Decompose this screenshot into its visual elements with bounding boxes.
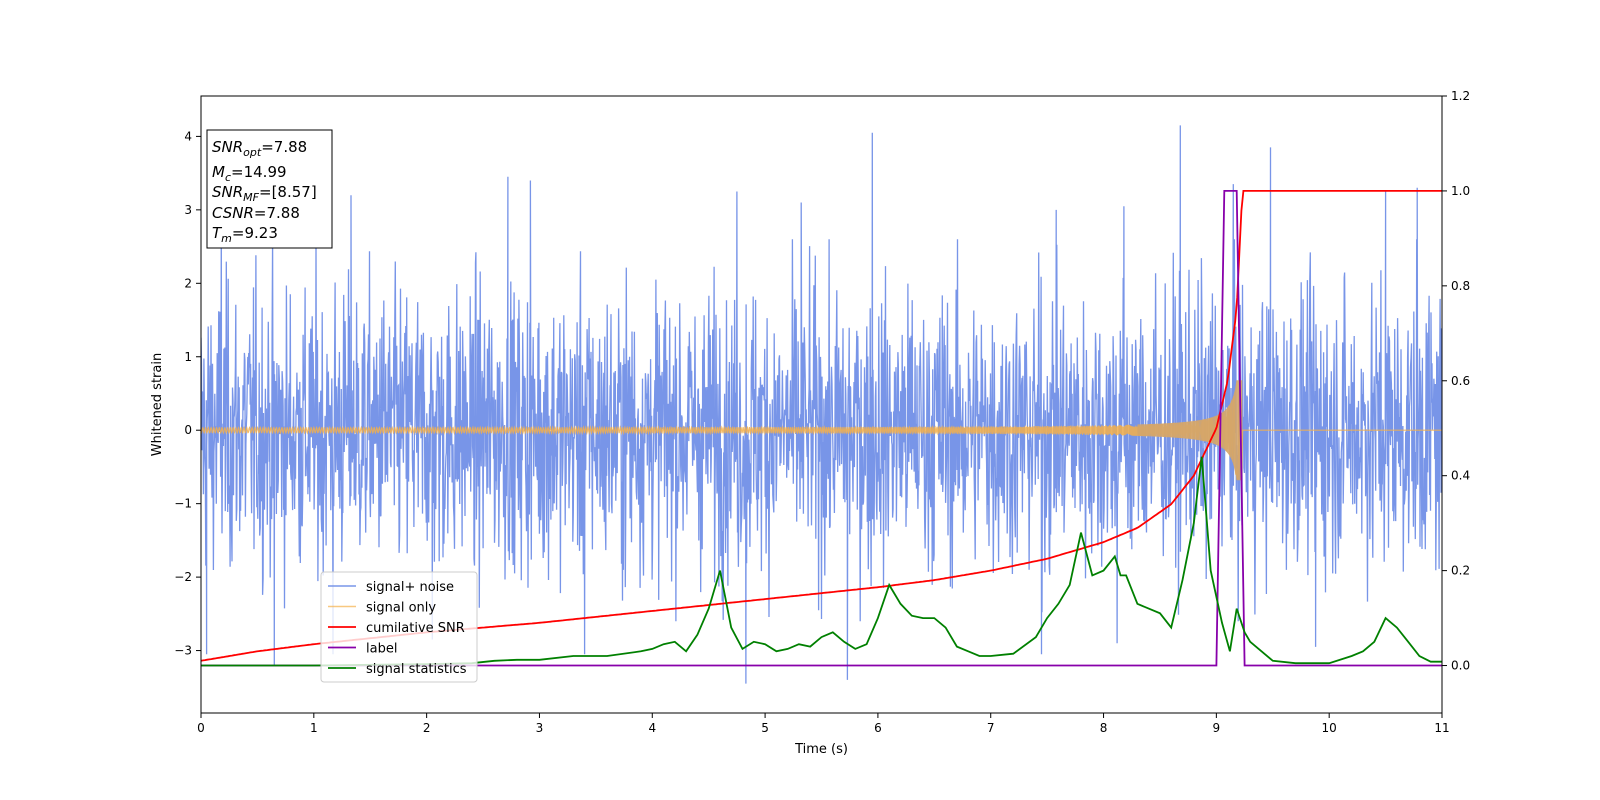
x-tick-label: 4 [648, 721, 656, 735]
series-signal-only [201, 380, 1442, 481]
x-tick-label: 6 [874, 721, 882, 735]
series-label [201, 190, 1442, 667]
label-line [201, 190, 1442, 667]
info-csnr: CSNR=7.88 [212, 204, 300, 222]
legend-frame [320, 571, 478, 683]
y-tick-label: −2 [174, 570, 192, 584]
x-tick-label: 3 [536, 721, 544, 735]
x-axis: 0 1 2 3 4 5 6 7 8 9 10 11 [197, 713, 1450, 735]
signal-only-band [1137, 380, 1243, 481]
y-tick-label: 3 [184, 203, 192, 217]
y-axis-right: 0.0 0.2 0.4 0.6 0.8 1.0 1.2 [1442, 89, 1470, 673]
x-tick-label: 7 [987, 721, 995, 735]
y-tick-label: 1 [184, 350, 192, 364]
x-axis-label: Time (s) [794, 742, 848, 757]
info-mc: Mc=14.99 [212, 163, 287, 184]
x-tick-label: 8 [1100, 721, 1108, 735]
info-box-frame [206, 129, 333, 249]
legend-label: signal only [366, 601, 436, 616]
x-tick-label: 11 [1434, 721, 1449, 735]
x-tick-label: 0 [197, 721, 205, 735]
plot-frame [200, 95, 1443, 714]
y2-tick-label: 0.2 [1451, 564, 1470, 578]
y-tick-label: 4 [184, 129, 192, 143]
y-tick-label: −1 [174, 497, 192, 511]
legend: signal+ noise signal only cumilative SNR la… [320, 571, 478, 683]
y-tick-label: −3 [174, 644, 192, 658]
x-tick-label: 2 [423, 721, 431, 735]
y-axis-label: Whitened strain [150, 353, 165, 456]
info-snr-opt: SNRopt=7.88 [212, 138, 307, 159]
info-box: SNRopt=7.88 Mc=14.99 SNRMF=[8.57] CSNR=7… [206, 129, 333, 249]
y2-tick-label: 0.4 [1451, 469, 1470, 483]
x-tick-label: 10 [1322, 721, 1337, 735]
series-signal-statistics [201, 456, 1442, 667]
x-tick-label: 5 [761, 721, 769, 735]
x-tick-label: 9 [1213, 721, 1221, 735]
info-tm: Tm=9.23 [212, 224, 278, 245]
y-tick-label: 0 [184, 423, 192, 437]
x-tick-label: 1 [310, 721, 318, 735]
signal-statistics-line [201, 456, 1442, 667]
y2-tick-label: 1.2 [1451, 89, 1470, 103]
y-axis-left: −3 −2 −1 0 1 2 3 4 [174, 129, 201, 658]
legend-label: cumilative SNR [366, 621, 465, 636]
info-snr-mf: SNRMF=[8.57] [212, 183, 317, 204]
y2-tick-label: 0.6 [1451, 374, 1470, 388]
legend-label: label [366, 642, 397, 657]
y-tick-label: 2 [184, 276, 192, 290]
y2-tick-label: 1.0 [1451, 184, 1470, 198]
legend-label: signal+ noise [366, 580, 454, 595]
legend-label: signal statistics [366, 662, 467, 677]
y2-tick-label: 0.8 [1451, 279, 1470, 293]
y2-tick-label: 0.0 [1451, 659, 1470, 673]
